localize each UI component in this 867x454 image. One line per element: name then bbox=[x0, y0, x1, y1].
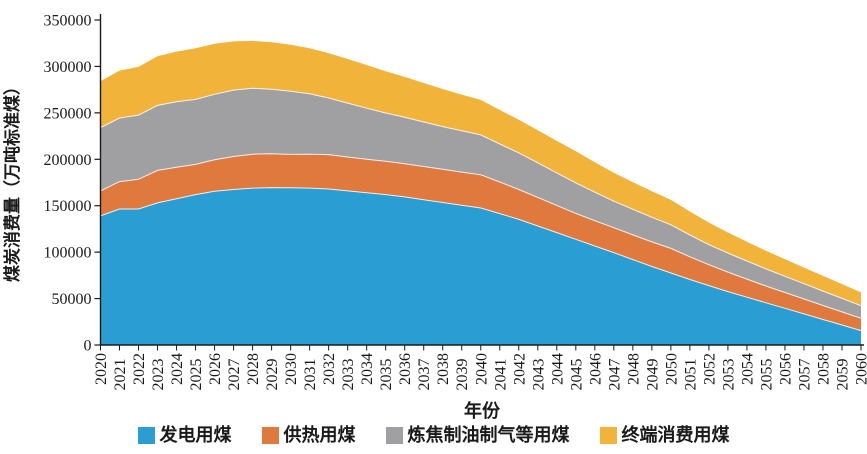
y-tick-label: 200000 bbox=[44, 152, 92, 169]
x-tick-label: 2027 bbox=[226, 359, 243, 391]
x-tick-label: 2035 bbox=[378, 359, 395, 391]
x-axis-title: 年份 bbox=[464, 400, 501, 421]
legend-label: 供热用煤 bbox=[283, 425, 356, 445]
legend-swatch-icon bbox=[261, 426, 279, 444]
area-end-use-coal bbox=[100, 40, 861, 306]
x-tick-label: 2049 bbox=[644, 359, 661, 391]
x-tick-label: 2055 bbox=[758, 359, 775, 391]
legend-item-1: 供热用煤 bbox=[261, 425, 356, 445]
y-tick-label: 100000 bbox=[44, 245, 92, 262]
legend: 发电用煤 供热用煤 炼焦制油制气等用煤 终端消费用煤 bbox=[0, 426, 867, 444]
x-tick-label: 2040 bbox=[473, 353, 490, 385]
x-tick-label: 2059 bbox=[834, 359, 851, 391]
x-tick-label: 2050 bbox=[663, 353, 680, 385]
x-tick-label: 2024 bbox=[169, 353, 186, 385]
x-tick-label: 2022 bbox=[131, 353, 148, 385]
x-tick-label: 2029 bbox=[264, 359, 281, 391]
x-tick-label: 2058 bbox=[815, 353, 832, 385]
x-tick-label: 2043 bbox=[530, 359, 547, 391]
y-axis-title: 煤炭消费量（万吨标准煤） bbox=[2, 78, 22, 282]
legend-label: 终端消费用煤 bbox=[621, 425, 730, 445]
x-tick-label: 2039 bbox=[454, 359, 471, 391]
x-tick-label: 2056 bbox=[777, 353, 794, 385]
x-tick-label: 2053 bbox=[720, 359, 737, 391]
x-tick-label: 2042 bbox=[511, 353, 528, 385]
x-tick-label: 2028 bbox=[245, 353, 262, 385]
x-tick-label: 2054 bbox=[739, 353, 756, 385]
x-tick-label: 2045 bbox=[568, 359, 585, 391]
y-tick-label: 350000 bbox=[44, 13, 92, 30]
x-tick-label: 2041 bbox=[492, 359, 509, 391]
x-tick-label: 2051 bbox=[682, 359, 699, 391]
x-tick-label: 2032 bbox=[321, 353, 338, 385]
y-tick-label: 250000 bbox=[44, 105, 92, 122]
y-tick-label: 150000 bbox=[44, 198, 92, 215]
area-heating-coal bbox=[100, 153, 861, 331]
x-tick-label: 2047 bbox=[606, 359, 623, 391]
legend-item-0: 发电用煤 bbox=[137, 425, 232, 445]
legend-label: 发电用煤 bbox=[159, 425, 232, 445]
x-tick-label: 2036 bbox=[397, 353, 414, 385]
legend-swatch-icon bbox=[137, 426, 155, 444]
x-tick-label: 2060 bbox=[854, 353, 867, 385]
x-tick-label: 2030 bbox=[283, 353, 300, 385]
y-tick-label: 50000 bbox=[52, 291, 92, 308]
band-seam bbox=[100, 187, 862, 332]
x-tick-label: 2044 bbox=[549, 353, 566, 385]
x-tick-label: 2025 bbox=[188, 359, 205, 391]
x-tick-label: 2037 bbox=[416, 359, 433, 391]
y-tick-label: 300000 bbox=[44, 59, 92, 76]
x-tick-label: 2020 bbox=[93, 353, 110, 385]
area-power-generation-coal bbox=[100, 187, 861, 345]
x-tick-label: 2048 bbox=[625, 353, 642, 385]
legend-label: 炼焦制油制气等用煤 bbox=[407, 425, 570, 445]
x-tick-label: 2033 bbox=[340, 359, 357, 391]
x-tick-label: 2057 bbox=[796, 359, 813, 391]
x-tick-label: 2021 bbox=[112, 359, 129, 391]
legend-swatch-icon bbox=[599, 426, 617, 444]
x-tick-label: 2038 bbox=[435, 353, 452, 385]
x-tick-label: 2052 bbox=[701, 353, 718, 385]
legend-item-3: 终端消费用煤 bbox=[599, 425, 730, 445]
x-tick-label: 2031 bbox=[302, 359, 319, 391]
x-tick-label: 2046 bbox=[587, 353, 604, 385]
area-coking-gasification-coal bbox=[100, 88, 861, 319]
y-tick-label: 0 bbox=[84, 338, 92, 355]
band-seam bbox=[100, 153, 862, 319]
band-seam bbox=[100, 87, 862, 307]
x-tick-label: 2026 bbox=[207, 353, 224, 385]
x-tick-label: 2023 bbox=[150, 359, 167, 391]
legend-swatch-icon bbox=[385, 426, 403, 444]
legend-item-2: 炼焦制油制气等用煤 bbox=[385, 425, 570, 445]
x-tick-label: 2034 bbox=[359, 353, 376, 385]
